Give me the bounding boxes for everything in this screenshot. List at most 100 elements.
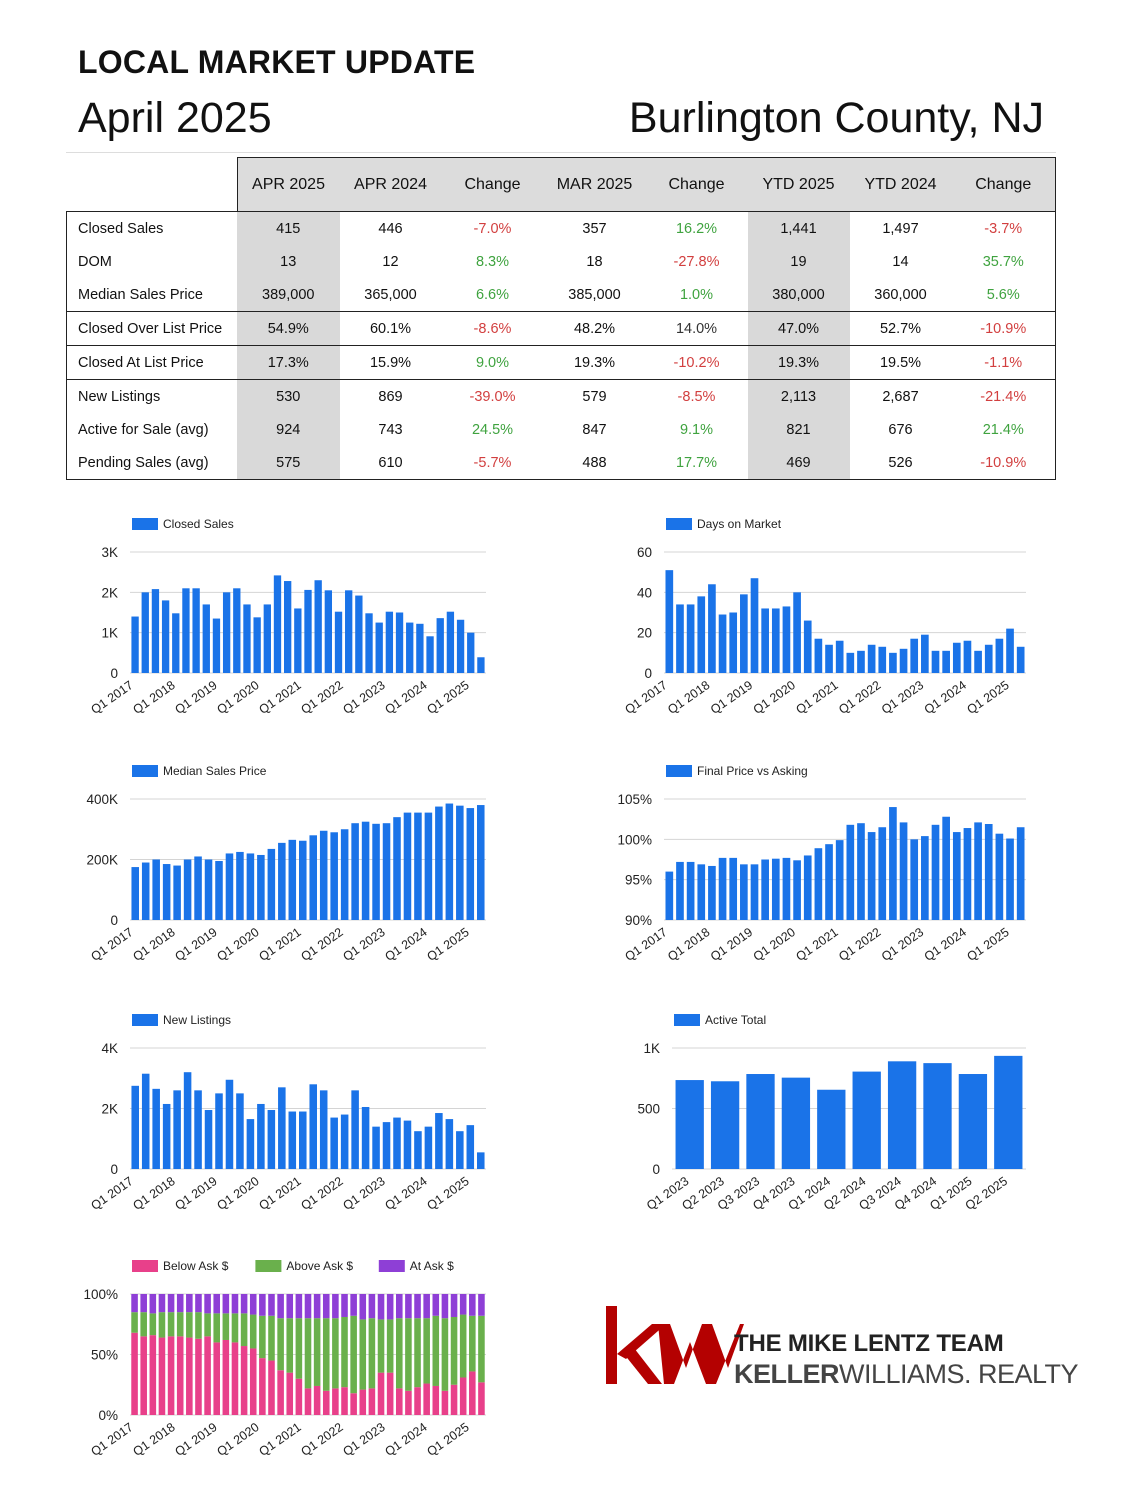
bar-above-ask: [204, 1313, 211, 1337]
table-cell: 389,000: [237, 278, 340, 312]
x-tick-label: Q1 2025: [964, 925, 1011, 964]
bar-at-ask: [149, 1294, 157, 1314]
bar: [665, 871, 674, 920]
x-tick-label: Q1 2023: [340, 925, 387, 964]
bar: [141, 592, 149, 673]
table-cell: 469: [747, 446, 850, 480]
bar-above-ask: [176, 1312, 184, 1337]
bar: [414, 1131, 422, 1169]
bar: [393, 817, 401, 920]
bar-below-ask: [286, 1372, 294, 1415]
table-cell: 9.1%: [679, 421, 714, 438]
bar: [984, 824, 993, 920]
legend-swatch: [132, 765, 158, 777]
report-title: LOCAL MARKET UPDATE: [78, 44, 476, 80]
bar-below-ask: [167, 1336, 175, 1415]
bar-at-ask: [304, 1294, 312, 1319]
bar: [835, 840, 844, 920]
y-tick-label: 100%: [617, 832, 652, 847]
bar: [889, 652, 897, 673]
bar: [330, 832, 338, 920]
bar-below-ask: [213, 1342, 221, 1415]
x-tick-label: Q1 2022: [298, 1174, 345, 1213]
bar: [192, 588, 200, 673]
bar-above-ask: [222, 1313, 230, 1340]
x-tick-label: Q1 2024: [382, 1420, 429, 1459]
x-tick-label: Q1 2023: [879, 925, 926, 964]
bar: [365, 613, 373, 673]
bar: [395, 612, 404, 673]
table-cell: 676: [888, 421, 913, 438]
table-cell: 47.0%: [747, 311, 850, 346]
bar: [456, 619, 465, 673]
table-cell: 1,441: [747, 211, 850, 245]
column-header: YTD 2024: [849, 157, 952, 212]
bar-at-ask: [277, 1294, 284, 1319]
bar-below-ask: [222, 1339, 230, 1415]
bar-at-ask: [414, 1294, 421, 1319]
bar: [456, 1131, 464, 1169]
x-tick-label: Q1 2025: [964, 678, 1011, 717]
bar-above-ask: [368, 1318, 376, 1389]
legend-label: Days on Market: [697, 517, 782, 531]
y-tick-label: 0: [652, 1162, 660, 1177]
bar-above-ask: [140, 1312, 147, 1337]
x-tick-label: Q1 2021: [256, 925, 303, 964]
bar: [995, 833, 1004, 920]
table-cell: 16.2%: [675, 220, 718, 237]
table-cell: 60.1%: [339, 311, 442, 346]
legend-swatch: [255, 1260, 282, 1272]
bar: [740, 594, 748, 673]
bar-above-ask: [149, 1313, 157, 1336]
bar-at-ask: [405, 1294, 412, 1319]
x-tick-label: Q1 2020: [214, 925, 261, 964]
bar-below-ask: [140, 1336, 147, 1415]
legend-label: At Ask $: [410, 1259, 454, 1273]
table-row: DOM 13 12 8.3% 18 -27.8% 19 14 35.7%: [66, 245, 1056, 278]
bar: [267, 1110, 276, 1169]
legend-label: Active Total: [705, 1013, 766, 1027]
bar-below-ask: [350, 1393, 357, 1415]
y-tick-label: 200K: [86, 853, 118, 868]
bar: [435, 806, 443, 920]
x-tick-label: Q1 2024: [382, 925, 429, 964]
bar: [889, 807, 897, 920]
legend-swatch: [132, 1014, 158, 1026]
y-tick-label: 105%: [617, 792, 652, 807]
x-tick-label: Q1 2024: [922, 678, 969, 717]
bar: [456, 805, 464, 920]
bar: [309, 1084, 318, 1169]
bar: [183, 1072, 192, 1169]
bar: [825, 644, 833, 673]
bar: [963, 828, 972, 920]
table-cell: 8.3%: [475, 253, 510, 270]
bar-at-ask: [313, 1294, 321, 1319]
bar: [334, 611, 343, 673]
bar: [675, 1080, 704, 1169]
y-tick-label: 40: [637, 585, 652, 600]
table-cell: 579: [582, 388, 607, 405]
bar-above-ask: [304, 1318, 312, 1389]
bar-at-ask: [377, 1294, 385, 1320]
bar: [257, 854, 265, 920]
table-cell: 2,687: [882, 388, 919, 405]
bar-above-ask: [213, 1313, 221, 1343]
bar: [222, 592, 231, 673]
bar-at-ask: [176, 1294, 184, 1313]
bar: [835, 640, 844, 673]
bar: [436, 618, 444, 673]
table-cell: 924: [237, 413, 340, 446]
y-tick-label: 100%: [83, 1287, 118, 1302]
bar: [243, 604, 251, 673]
y-tick-label: 0: [110, 913, 118, 928]
x-tick-label: Q1 2025: [424, 1420, 471, 1459]
table-cell: -1.1%: [951, 345, 1056, 380]
bar: [1016, 646, 1025, 673]
bar: [467, 632, 475, 673]
bar-above-ask: [350, 1315, 357, 1394]
bar-at-ask: [350, 1294, 357, 1316]
bar: [131, 1085, 140, 1169]
bar-at-ask: [158, 1294, 166, 1313]
bar: [403, 812, 412, 920]
bar: [204, 859, 213, 920]
